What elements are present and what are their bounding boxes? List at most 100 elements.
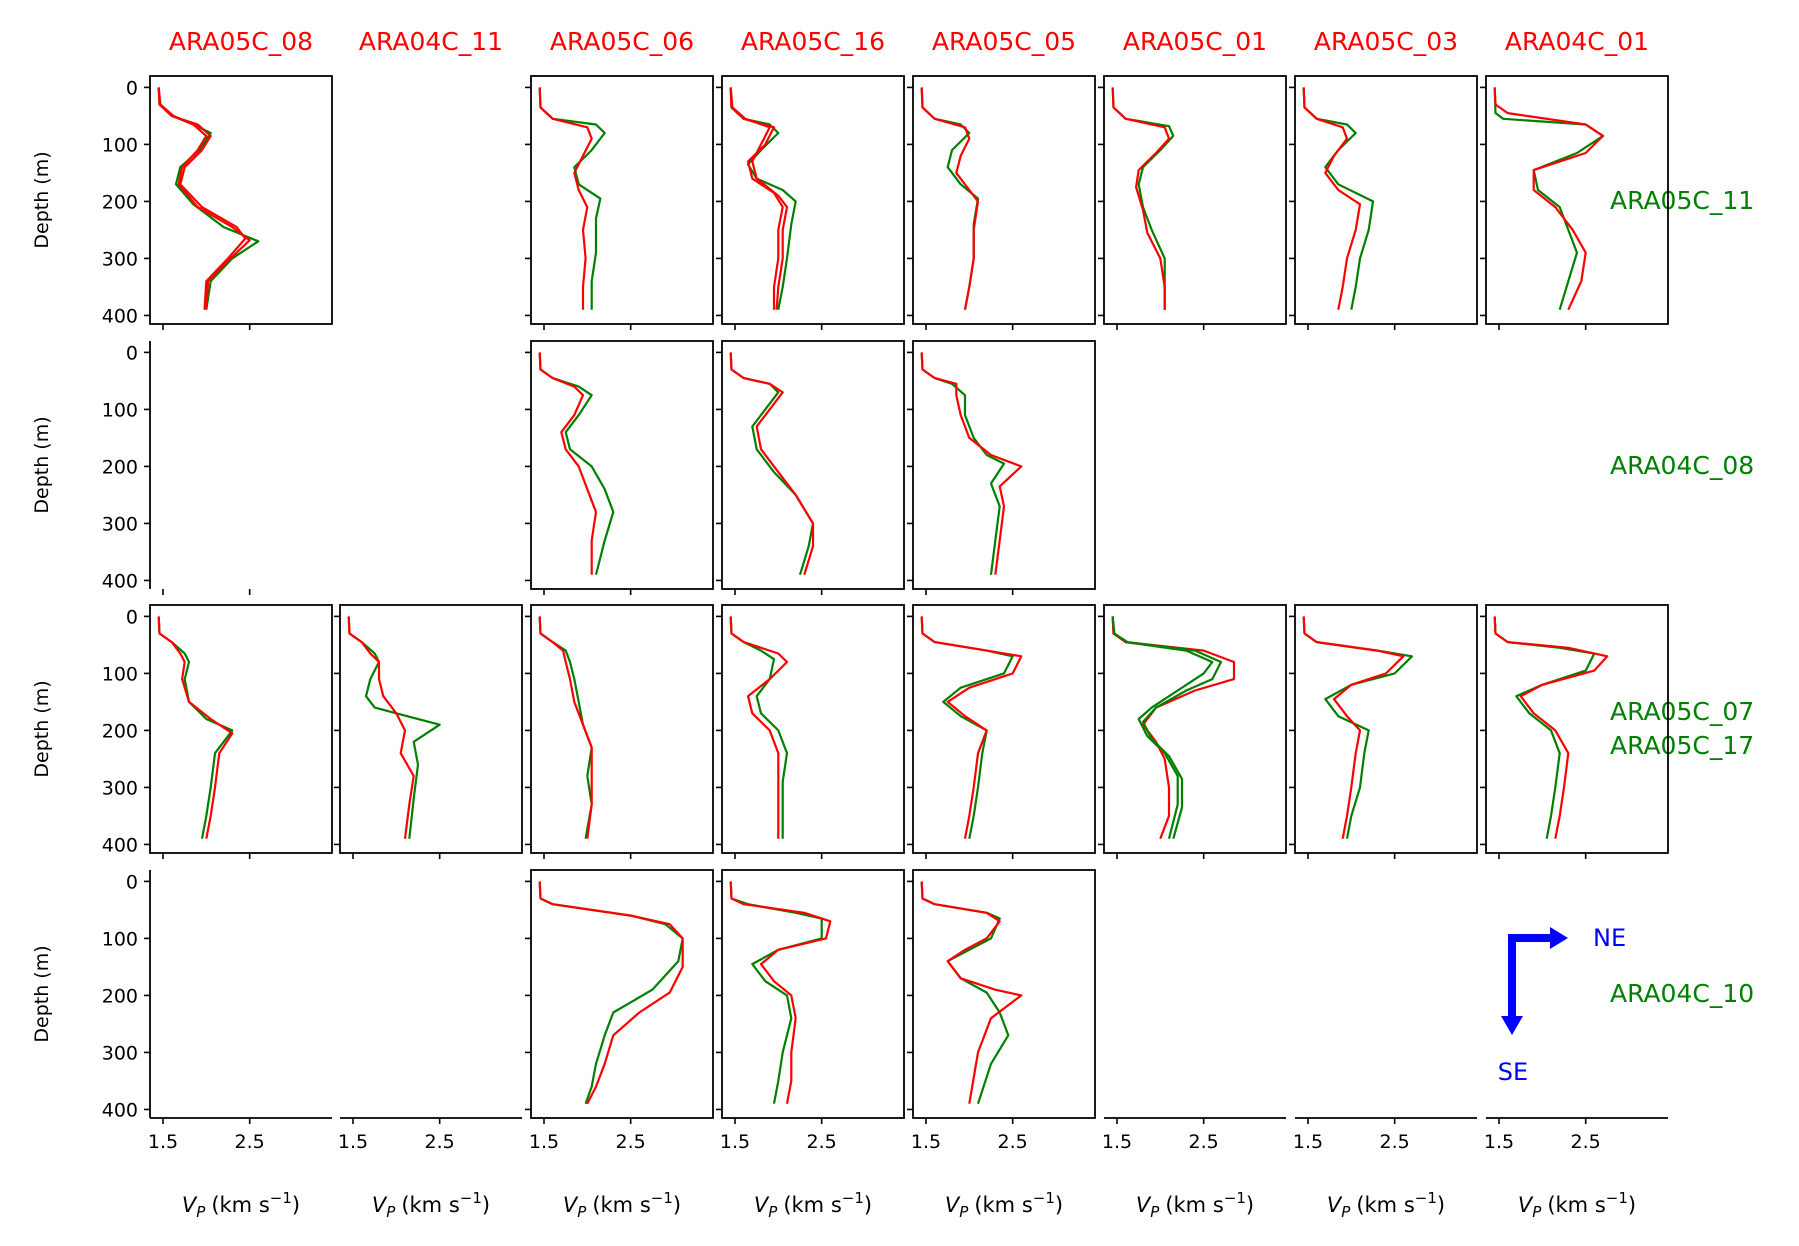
row-label: ARA05C_17 [1610, 731, 1754, 760]
series-red-line [157, 87, 247, 310]
panel-r2-c2 [525, 604, 714, 859]
panel-frame [1103, 604, 1287, 854]
panel-r0-c3 [716, 75, 905, 330]
x-axis-label: VP (km s−1) [945, 1189, 1063, 1221]
x-tick-label: 1.5 [720, 1131, 750, 1153]
x-tick-label: 1.5 [1484, 1131, 1514, 1153]
y-tick-label: 400 [102, 570, 138, 592]
x-axis-label-close: ) [292, 1193, 300, 1217]
x-axis-label-subscript: P [959, 1203, 969, 1221]
y-axis-label: Depth (m) [31, 945, 53, 1042]
panel-frame [149, 604, 333, 854]
panel-r3-c6: 1.5 2.5 [1293, 1117, 1477, 1153]
x-tick-label: 1.5 [1293, 1131, 1323, 1153]
x-axis-label-symbol: V [754, 1193, 770, 1217]
x-axis-label-exponent: −1 [1606, 1189, 1628, 1207]
panel-r3-c3: 1.5 2.5 [716, 869, 905, 1153]
panel-r3-c0: 0 100 200 300 400 1.5 2.5 [102, 870, 332, 1153]
x-axis-label-subscript: P [768, 1203, 778, 1221]
x-axis-label-exponent: −1 [842, 1189, 864, 1207]
series-green-line [157, 87, 260, 310]
series-red-line [538, 87, 593, 310]
panel-frame [721, 75, 905, 325]
column-label: ARA05C_08 [169, 27, 313, 56]
panel-frame [912, 340, 1096, 590]
x-axis-label-symbol: V [1518, 1193, 1534, 1217]
x-tick-label: 2.5 [425, 1131, 455, 1153]
x-axis-label: VP (km s−1) [1327, 1189, 1445, 1221]
x-tick-label: 2.5 [998, 1131, 1028, 1153]
panel-frame [339, 604, 523, 854]
panel-frame [721, 869, 905, 1119]
panel-r1-c0: 0 100 200 300 400 [102, 341, 251, 595]
series-green-line [920, 881, 1010, 1105]
series-red-line [729, 87, 789, 310]
x-axis-label: VP (km s−1) [563, 1189, 681, 1221]
x-tick-label: 2.5 [616, 1131, 646, 1153]
x-axis-label-unit: (km s [401, 1193, 459, 1217]
column-label: ARA05C_16 [741, 27, 885, 56]
x-axis-label-exponent: −1 [1033, 1189, 1055, 1207]
panel-frame [1485, 75, 1669, 325]
series-red-line [920, 881, 1023, 1104]
x-axis-label-symbol: V [182, 1193, 198, 1217]
series-green-line [920, 616, 1014, 839]
y-tick-label: 200 [102, 456, 138, 478]
series-red-line [729, 352, 815, 576]
x-axis-label: VP (km s−1) [182, 1189, 300, 1221]
x-axis-label-subscript: P [196, 1203, 206, 1221]
x-axis-label-exponent: −1 [1415, 1189, 1437, 1207]
x-axis-label-close: ) [1437, 1193, 1445, 1217]
panel-frame [1294, 604, 1478, 854]
row-labels: ARA05C_11 ARA04C_08 ARA05C_07 ARA05C_17 ARA0… [1610, 186, 1754, 1008]
y-tick-label: 300 [102, 1042, 138, 1064]
panel-r0-c4 [907, 75, 1096, 330]
y-tick-label: 0 [126, 606, 138, 628]
series-green-line [538, 881, 684, 1105]
x-axis-label: VP (km s−1) [1136, 1189, 1254, 1221]
panel-frame [721, 604, 905, 854]
y-tick-label: 200 [102, 191, 138, 213]
y-tick-label: 400 [102, 1099, 138, 1121]
column-label: ARA05C_05 [932, 27, 1076, 56]
x-axis-label-subscript: P [1150, 1203, 1160, 1221]
x-axis-label-exponent: −1 [460, 1189, 482, 1207]
ne-arrowhead-icon [1550, 927, 1568, 949]
series-red-line [729, 881, 832, 1104]
panel-frame [721, 340, 905, 590]
x-axis-label-unit: (km s [1547, 1193, 1605, 1217]
row-label: ARA05C_07 [1610, 697, 1754, 726]
compass: NE SE [1498, 924, 1626, 1086]
series-green-line [157, 616, 234, 839]
x-axis-label: VP (km s−1) [1518, 1189, 1636, 1221]
compass-label-se: SE [1498, 1058, 1528, 1086]
x-axis-label-subscript: P [1532, 1203, 1542, 1221]
x-axis-label-close: ) [1628, 1193, 1636, 1217]
series-red-line [157, 87, 251, 310]
panel-frame [1485, 604, 1669, 854]
x-axis-label-unit: (km s [592, 1193, 650, 1217]
x-axis-label-close: ) [1055, 1193, 1063, 1217]
x-axis-label-exponent: −1 [270, 1189, 292, 1207]
panel-frame [912, 604, 1096, 854]
x-axis-labels: Depth (m)Depth (m)Depth (m)Depth (m)VP (k… [31, 151, 1636, 1221]
panel-r3-c4: 1.5 2.5 [907, 869, 1096, 1153]
x-axis-label-subscript: P [577, 1203, 587, 1221]
panel-r1-c3 [716, 340, 905, 595]
panel-r3-c2: 1.5 2.5 [525, 869, 714, 1153]
panel-frame [912, 869, 1096, 1119]
series-green-line [729, 87, 797, 310]
column-label: ARA04C_01 [1505, 27, 1649, 56]
panel-frame [530, 340, 714, 590]
series-red-line [1493, 87, 1605, 311]
panel-r2-c0: 0 100 200 300 400 [102, 604, 333, 859]
row-label: ARA04C_08 [1610, 451, 1754, 480]
x-axis-label-symbol: V [945, 1193, 961, 1217]
y-tick-label: 300 [102, 248, 138, 270]
y-tick-label: 100 [102, 928, 138, 950]
panel-frame [530, 604, 714, 854]
x-axis-label-unit: (km s [1356, 1193, 1414, 1217]
x-axis-label-close: ) [673, 1193, 681, 1217]
panel-frame [149, 75, 333, 325]
